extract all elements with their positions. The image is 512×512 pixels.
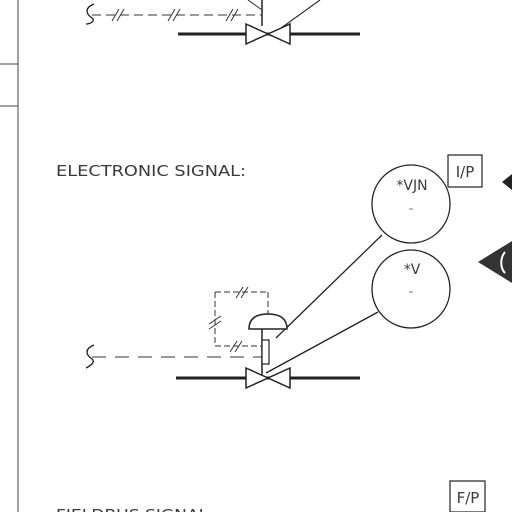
ip-converter-label: I/P [456,163,475,181]
signal-hash-marks-top [111,8,239,22]
instrument-bubble-vjn-label: *VJN [396,178,427,194]
signal-line-vjn [275,234,383,339]
instrument-bubble-v [371,249,451,329]
feedback-loop [208,286,269,353]
signal-origin-squiggle [85,3,95,25]
arrowhead-icon-upper [502,174,512,190]
fp-converter-label: F/P [457,489,480,507]
positioner-box [261,339,270,365]
arrowhead-icon-lower-inner [500,251,506,274]
section-label-electronic: ELECTRONIC SIGNAL: [56,162,246,180]
instrument-bubble-vjn [371,164,451,244]
section-label-fieldbus: FIELDBUS SIGNAL: [56,506,214,512]
globe-valve-icon [245,366,291,390]
signal-lead-top-a [247,0,263,11]
fp-converter-box [449,480,486,512]
top-loop [85,0,360,46]
instrument-bubble-v-label: *V [404,262,421,278]
arrowhead-icon-lower [478,241,512,283]
ip-converter-box [447,154,483,188]
globe-valve-icon [245,22,291,46]
signal-line-v [265,311,379,374]
diaphragm-actuator-icon [248,313,288,330]
signal-origin-squiggle-2 [85,344,95,369]
